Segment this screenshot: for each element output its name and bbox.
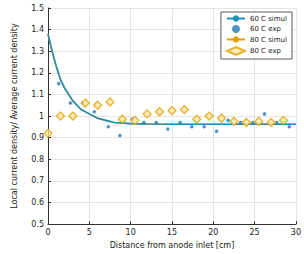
svg-text:1.2: 1.2 [31, 68, 44, 77]
svg-text:0.9: 0.9 [31, 133, 44, 142]
svg-text:1.3: 1.3 [31, 47, 44, 56]
svg-text:15: 15 [167, 228, 177, 237]
svg-text:0.7: 0.7 [31, 176, 44, 185]
svg-text:25: 25 [249, 228, 259, 237]
svg-text:10: 10 [126, 228, 136, 237]
svg-text:Distance from anode inlet [cm]: Distance from anode inlet [cm] [110, 241, 235, 250]
svg-text:20: 20 [208, 228, 218, 237]
svg-text:Local current density/ Average: Local current density/ Average current d… [10, 23, 19, 209]
svg-text:5: 5 [87, 228, 92, 237]
svg-text:30: 30 [291, 228, 301, 237]
svg-text:80 C exp: 80 C exp [250, 47, 282, 55]
svg-text:1.5: 1.5 [31, 4, 44, 13]
svg-text:0.5: 0.5 [31, 220, 44, 229]
svg-text:60 C exp: 60 C exp [250, 25, 282, 33]
svg-text:0.6: 0.6 [31, 198, 44, 207]
svg-text:1.1: 1.1 [31, 90, 44, 99]
svg-text:1.4: 1.4 [31, 25, 44, 34]
svg-text:0: 0 [45, 228, 50, 237]
svg-text:1: 1 [39, 112, 44, 121]
svg-text:60 C simul: 60 C simul [250, 15, 287, 23]
svg-text:80 C simul: 80 C simul [250, 36, 287, 44]
svg-text:0.8: 0.8 [31, 155, 44, 164]
